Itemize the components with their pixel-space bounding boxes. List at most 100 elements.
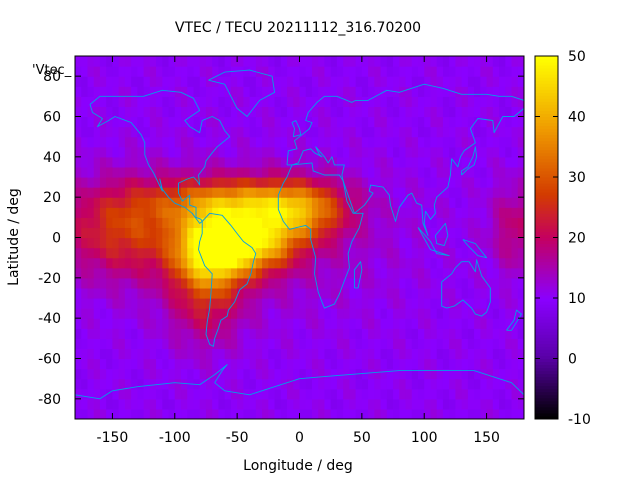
heatmap-cell [318, 318, 326, 329]
heatmap-cell [368, 318, 375, 329]
heatmap-cell [205, 76, 213, 87]
heatmap-cell [193, 217, 201, 229]
heatmap-cell [330, 146, 338, 158]
heatmap-cell [374, 106, 382, 118]
heatmap-cell [212, 318, 220, 329]
colorbar-swatch [535, 313, 558, 317]
heatmap-cell [230, 318, 238, 329]
heatmap-cell [374, 398, 382, 410]
heatmap-cell [143, 237, 151, 249]
heatmap-cell [442, 318, 450, 329]
heatmap-cell [480, 76, 488, 87]
heatmap-cell [99, 388, 107, 400]
heatmap-cell [181, 328, 188, 339]
heatmap-cell [118, 56, 126, 67]
heatmap-cell [343, 318, 350, 329]
heatmap-cell [237, 187, 244, 198]
heatmap-cell [318, 277, 326, 289]
heatmap-cell [499, 86, 506, 97]
heatmap-cell [486, 166, 494, 178]
heatmap-cell [187, 146, 195, 158]
heatmap-cell [355, 267, 363, 279]
heatmap-cell [336, 398, 344, 410]
heatmap-cell [492, 217, 500, 229]
heatmap-cell [355, 398, 363, 410]
heatmap-cell [187, 348, 195, 360]
heatmap-cell [212, 116, 220, 128]
heatmap-cell [492, 197, 500, 208]
heatmap-cell [193, 298, 201, 309]
heatmap-cell [511, 207, 519, 218]
colorbar-swatch [535, 307, 558, 311]
heatmap-cell [467, 227, 475, 239]
y-axis-label: Latitude / deg [6, 188, 22, 286]
heatmap-cell [305, 388, 313, 400]
heatmap-cell [486, 197, 494, 208]
heatmap-cell [230, 177, 238, 188]
heatmap-cell [218, 156, 226, 168]
heatmap-cell [181, 308, 188, 319]
heatmap-cell [330, 177, 338, 188]
heatmap-cell [349, 156, 357, 168]
heatmap-cell [368, 227, 375, 239]
heatmap-cell [492, 126, 500, 138]
heatmap-cell [355, 96, 363, 108]
heatmap-cell [386, 66, 394, 77]
heatmap-cell [181, 116, 188, 128]
heatmap-cell [499, 76, 506, 87]
heatmap-cell [417, 277, 425, 289]
heatmap-cell [99, 227, 107, 239]
heatmap-cell [255, 197, 263, 208]
heatmap-cell [93, 126, 101, 138]
heatmap-cell [449, 328, 457, 339]
heatmap-cell [330, 207, 338, 218]
heatmap-cell [405, 76, 413, 87]
heatmap-cell [405, 56, 413, 67]
colorbar-swatch [535, 155, 558, 160]
heatmap-cell [517, 287, 524, 299]
heatmap-cell [386, 398, 394, 410]
heatmap-cell [343, 287, 350, 299]
heatmap-cell [162, 267, 170, 279]
heatmap-cell [380, 66, 388, 77]
heatmap-cell [436, 96, 444, 108]
heatmap-cell [230, 308, 238, 319]
heatmap-cell [499, 146, 506, 158]
colorbar-tick-label: 50 [568, 49, 586, 65]
heatmap-cell [474, 368, 481, 380]
heatmap-cell [106, 338, 114, 350]
heatmap-cell [511, 338, 519, 350]
heatmap-cell [467, 318, 475, 329]
heatmap-cell [137, 338, 145, 350]
heatmap-cell [143, 298, 151, 309]
heatmap-cell [174, 146, 182, 158]
heatmap-cell [218, 116, 226, 128]
heatmap-cell [112, 287, 120, 299]
heatmap-cell [268, 156, 276, 168]
heatmap-cell [311, 287, 319, 299]
heatmap-cell [274, 247, 282, 259]
heatmap-cell [212, 338, 220, 350]
heatmap-cell [287, 358, 294, 370]
heatmap-cell [355, 358, 363, 370]
heatmap-cell [474, 318, 481, 329]
heatmap-cell [249, 308, 257, 319]
heatmap-cell [168, 187, 176, 198]
heatmap-cell [505, 156, 513, 168]
heatmap-cell [361, 126, 369, 138]
heatmap-cell [511, 328, 519, 339]
heatmap-cell [311, 368, 319, 380]
heatmap-cell [280, 328, 288, 339]
heatmap-cell [393, 308, 400, 319]
heatmap-cell [274, 227, 282, 239]
heatmap-cell [436, 237, 444, 249]
heatmap-cell [81, 146, 89, 158]
heatmap-cell [355, 136, 363, 148]
heatmap-cell [293, 126, 301, 138]
heatmap-cell [106, 166, 114, 178]
heatmap-cell [174, 358, 182, 370]
heatmap-cell [305, 358, 313, 370]
heatmap-cell [311, 197, 319, 208]
heatmap-cell [480, 177, 488, 188]
heatmap-cell [517, 207, 524, 218]
